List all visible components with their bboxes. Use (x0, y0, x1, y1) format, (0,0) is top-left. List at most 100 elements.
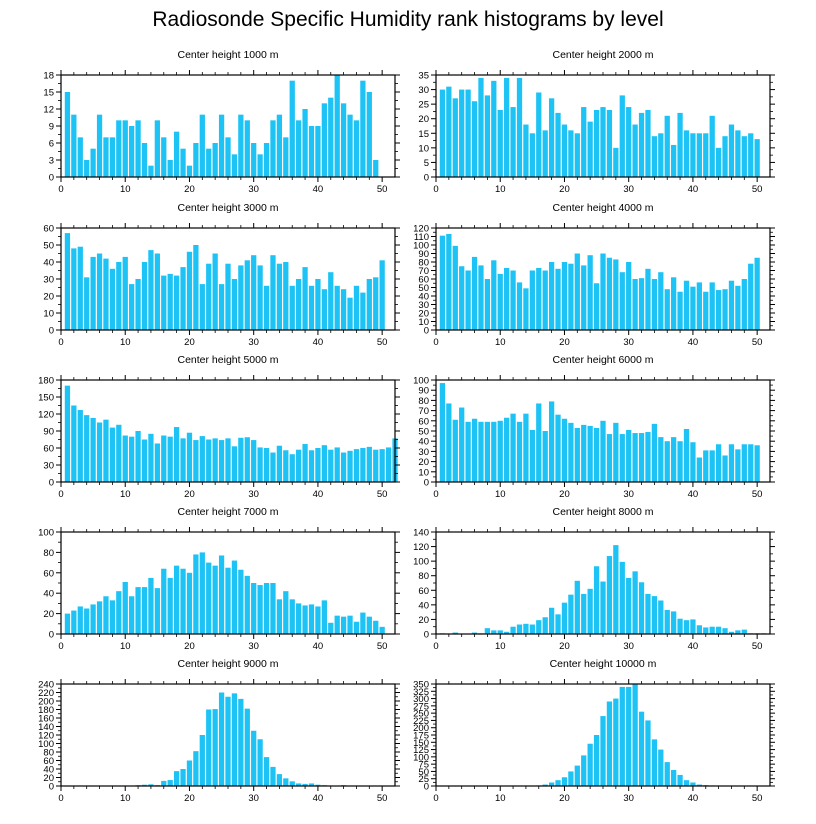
x-tick-label: 10 (495, 793, 506, 804)
bar (71, 248, 77, 330)
x-tick-label: 40 (688, 489, 699, 500)
x-tick-label: 10 (495, 337, 506, 348)
bar (613, 422, 619, 482)
x-tick-label: 30 (248, 489, 259, 500)
bar (600, 420, 606, 482)
y-tick-label: 20 (43, 773, 54, 784)
bar (296, 603, 302, 634)
bar (581, 593, 587, 634)
y-tick-label: 100 (413, 752, 429, 763)
bar (122, 120, 128, 177)
bar (251, 730, 257, 786)
bar (206, 439, 212, 482)
bar (581, 755, 587, 786)
panel-title: Center height 9000 m (178, 658, 279, 670)
bar (96, 253, 103, 330)
bar (516, 282, 523, 330)
bar (173, 565, 180, 634)
bar (225, 696, 231, 786)
bar (321, 289, 327, 330)
bar (244, 708, 250, 786)
y-tick-label: 12 (43, 105, 54, 116)
bar (465, 421, 471, 482)
bar (516, 624, 523, 634)
bar (664, 609, 670, 634)
bar (683, 428, 690, 482)
bar (671, 611, 677, 634)
bar (276, 445, 283, 482)
bar (289, 285, 295, 330)
bar (84, 277, 90, 330)
bar (225, 263, 231, 330)
bar (664, 762, 670, 786)
bar (141, 587, 148, 634)
bar (186, 760, 193, 786)
bar (77, 410, 83, 482)
y-tick-label: 100 (413, 241, 429, 252)
bar (167, 577, 173, 634)
bar (353, 621, 360, 634)
x-tick-label: 20 (559, 184, 570, 195)
y-tick-label: 30 (43, 275, 54, 286)
bar (651, 596, 658, 634)
bar (283, 450, 289, 482)
bar (238, 698, 244, 787)
bar (96, 601, 103, 634)
bar (360, 448, 366, 482)
y-tick-label: 140 (413, 528, 429, 539)
x-tick-label: 0 (433, 337, 438, 348)
y-tick-label: 40 (43, 765, 54, 776)
x-tick-label: 10 (495, 184, 506, 195)
y-tick-label: 0 (49, 478, 54, 489)
bar (315, 126, 321, 177)
y-tick-label: 50 (418, 427, 429, 438)
bar (748, 133, 754, 177)
bar (251, 143, 257, 177)
bar (709, 626, 715, 634)
bar (555, 780, 561, 786)
bar (244, 575, 250, 634)
y-tick-label: 325 (413, 687, 429, 698)
bar (638, 278, 645, 330)
bar (103, 419, 109, 482)
bar (664, 441, 670, 482)
y-tick-label: 20 (418, 309, 429, 320)
bar (703, 291, 709, 330)
x-tick-label: 10 (120, 489, 131, 500)
bar (728, 444, 735, 482)
bar (703, 133, 709, 177)
bar (568, 594, 574, 634)
x-tick-label: 30 (248, 337, 259, 348)
y-tick-label: 175 (413, 731, 429, 742)
bar (459, 407, 465, 482)
bar (484, 95, 491, 177)
x-tick-label: 40 (313, 184, 324, 195)
bar (452, 632, 458, 634)
bar (251, 255, 257, 330)
bar (225, 567, 231, 634)
bar (321, 600, 327, 634)
bar (180, 148, 186, 177)
x-tick-label: 10 (495, 641, 506, 652)
bar (141, 143, 148, 177)
bar (199, 284, 205, 330)
bar (754, 139, 760, 177)
bar (651, 279, 658, 330)
bar (491, 80, 497, 177)
bar (555, 414, 561, 482)
bar (212, 438, 218, 482)
bar (638, 433, 645, 482)
bar (321, 103, 327, 177)
y-tick-label: 240 (38, 680, 54, 691)
bar (308, 604, 315, 634)
bar (587, 425, 593, 482)
bar (276, 263, 283, 330)
bar (148, 165, 154, 177)
y-tick-label: 200 (413, 723, 429, 734)
bar (677, 774, 683, 786)
y-tick-label: 120 (38, 731, 54, 742)
bar (619, 686, 625, 786)
bar (619, 95, 625, 177)
y-tick-label: 0 (49, 326, 54, 337)
x-tick-label: 50 (377, 489, 388, 500)
